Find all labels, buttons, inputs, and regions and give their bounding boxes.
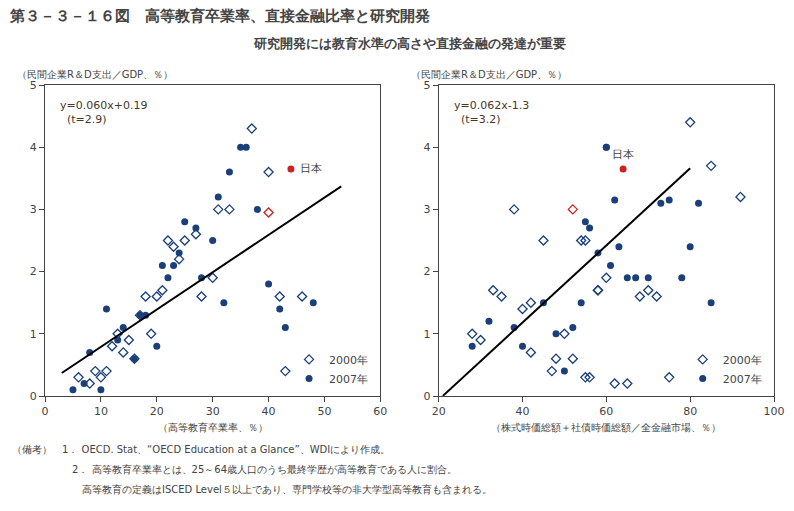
svg-text:20: 20 (150, 405, 164, 418)
svg-text:日本: 日本 (612, 148, 634, 161)
svg-text:0: 0 (423, 390, 430, 403)
svg-text:2． 高等教育卒業率とは、25～64歳人口のうち最終学歴が高: 2． 高等教育卒業率とは、25～64歳人口のうち最終学歴が高等教育である人に割合… (12, 464, 457, 475)
svg-text:60: 60 (373, 405, 387, 418)
svg-text:高等教育の定義はISCED Level５以上であり、専門学校: 高等教育の定義はISCED Level５以上であり、専門学校等の非大学型高等教育… (12, 484, 492, 495)
svg-text:60: 60 (599, 405, 613, 418)
svg-text:（高等教育卒業率、％）: （高等教育卒業率、％） (158, 422, 268, 433)
svg-text:日本: 日本 (300, 162, 322, 175)
svg-text:1: 1 (423, 328, 430, 341)
svg-text:10: 10 (94, 405, 108, 418)
svg-text:4: 4 (423, 141, 430, 154)
svg-text:0: 0 (42, 405, 49, 418)
svg-text:1: 1 (30, 328, 37, 341)
svg-text:（株式時価総額＋社債時価総額／全金融市場、％）: （株式時価総額＋社債時価総額／全金融市場、％） (491, 422, 721, 433)
svg-text:40: 40 (516, 405, 530, 418)
svg-text:50: 50 (317, 405, 331, 418)
svg-text:（民間企業R＆D支出／GDP、％）: （民間企業R＆D支出／GDP、％） (411, 69, 567, 80)
svg-text:5: 5 (423, 79, 430, 92)
svg-text:5: 5 (30, 79, 37, 92)
svg-text:y=0.062x-1.3 (t=3.2): y=0.062x-1.3 (t=3.2) (454, 99, 529, 126)
svg-text:40: 40 (262, 405, 276, 418)
svg-text:2000年: 2000年 (723, 354, 762, 367)
svg-text:0: 0 (30, 390, 37, 403)
svg-text:（民間企業R＆D支出／GDP、％）: （民間企業R＆D支出／GDP、％） (17, 69, 173, 80)
svg-text:2007年: 2007年 (329, 373, 368, 386)
svg-text:4: 4 (30, 141, 37, 154)
svg-text:（備考） 1． OECD. Stat、“OECD Educa: （備考） 1． OECD. Stat、“OECD Education at a … (12, 444, 390, 455)
svg-text:100: 100 (764, 405, 785, 418)
svg-text:y=0.060x+0.19 (t=2.9): y=0.060x+0.19 (t=2.9) (60, 99, 147, 126)
svg-text:3: 3 (423, 203, 430, 216)
svg-text:3: 3 (30, 203, 37, 216)
svg-text:研究開発には教育水準の高さや直接金融の発達が重要: 研究開発には教育水準の高さや直接金融の発達が重要 (253, 36, 566, 51)
svg-text:第３－３－１６図 高等教育卒業率、直接金融比率と研究開発: 第３－３－１６図 高等教育卒業率、直接金融比率と研究開発 (9, 7, 430, 25)
svg-text:2: 2 (423, 265, 430, 278)
svg-text:2: 2 (30, 265, 37, 278)
svg-text:80: 80 (683, 405, 697, 418)
svg-text:2000年: 2000年 (329, 354, 368, 367)
svg-text:2007年: 2007年 (723, 373, 762, 386)
svg-text:20: 20 (432, 405, 446, 418)
svg-text:30: 30 (206, 405, 220, 418)
